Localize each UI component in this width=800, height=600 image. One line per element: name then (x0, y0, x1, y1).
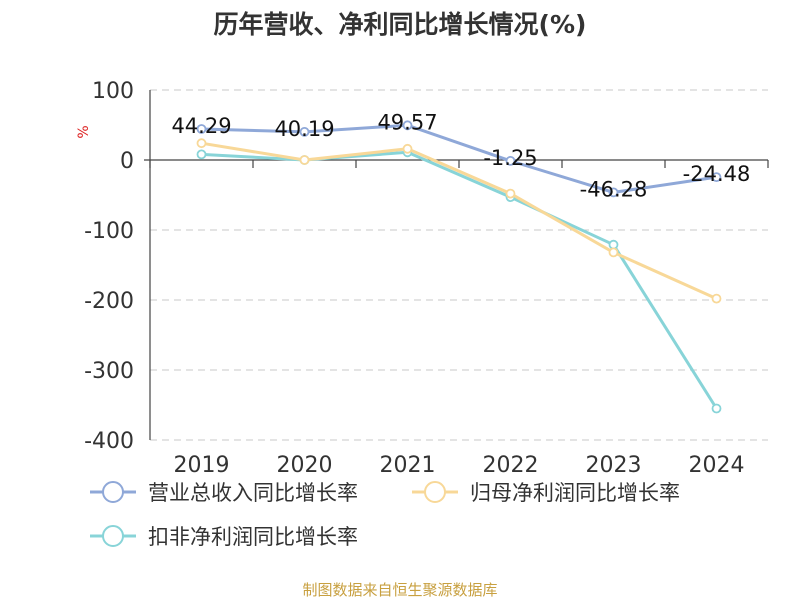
legend-item[interactable]: 归母净利润同比增长率 (412, 481, 680, 505)
data-point (505, 188, 516, 199)
series-group (196, 120, 722, 414)
data-point (711, 172, 722, 183)
x-tick-label: 2024 (689, 453, 745, 478)
y-tick-label: -100 (84, 219, 134, 244)
x-tick-label: 2020 (277, 453, 333, 478)
legend-label: 归母净利润同比增长率 (470, 481, 680, 505)
y-tick-labels: 100 0 -100 -200 -300 -400 (84, 79, 134, 454)
chart-title: 历年营收、净利同比增长情况(%) (214, 10, 587, 39)
legend-label: 扣非净利润同比增长率 (148, 525, 358, 549)
data-label: -46.28 (580, 177, 648, 201)
legend-swatch-marker (102, 525, 124, 547)
series-line (201, 150, 718, 410)
x-tick-label: 2019 (174, 453, 230, 478)
data-point (402, 143, 413, 154)
data-point (196, 124, 207, 134)
axes (144, 90, 769, 440)
y-tick-label: -200 (84, 289, 134, 314)
data-point (196, 149, 207, 160)
data-point (299, 155, 310, 165)
x-tick-label: 2022 (483, 453, 539, 478)
source-note: 制图数据来自恒生聚源数据库 (302, 581, 497, 599)
data-point (608, 247, 619, 258)
data-label: 44.29 (171, 114, 231, 138)
legend-item[interactable]: 营业总收入同比增长率 (90, 481, 358, 505)
y-axis-unit: % (76, 125, 92, 138)
y-tick-label: 100 (92, 79, 134, 104)
data-labels: 44.29 40.19 49.57 -1.25 -46.28 -24.48 (171, 110, 750, 201)
y-tick-label: -400 (84, 429, 134, 454)
data-label: 49.57 (377, 110, 437, 134)
data-point (608, 187, 619, 198)
data-point (711, 293, 722, 304)
data-point (299, 126, 310, 137)
data-point (196, 138, 207, 149)
legend-label: 营业总收入同比增长率 (148, 481, 358, 505)
series-line (201, 123, 717, 194)
data-label: -24.48 (683, 162, 751, 186)
data-point (505, 155, 516, 166)
y-tick-label: -300 (84, 359, 134, 384)
data-label: 40.19 (274, 117, 334, 141)
series-line (201, 141, 718, 300)
data-point (402, 120, 413, 131)
x-tick-label: 2021 (380, 453, 436, 478)
legend-swatch-marker (102, 481, 124, 503)
grid-lines (150, 89, 768, 441)
y-tick-label: 0 (120, 149, 134, 174)
legend-swatch-marker (424, 481, 446, 503)
legend-item[interactable]: 扣非净利润同比增长率 (90, 525, 358, 549)
data-point (711, 403, 722, 414)
x-tick-labels: 2019 2020 2021 2022 2023 2024 (174, 453, 745, 478)
x-tick-label: 2023 (586, 453, 642, 478)
data-label: -1.25 (483, 146, 537, 170)
